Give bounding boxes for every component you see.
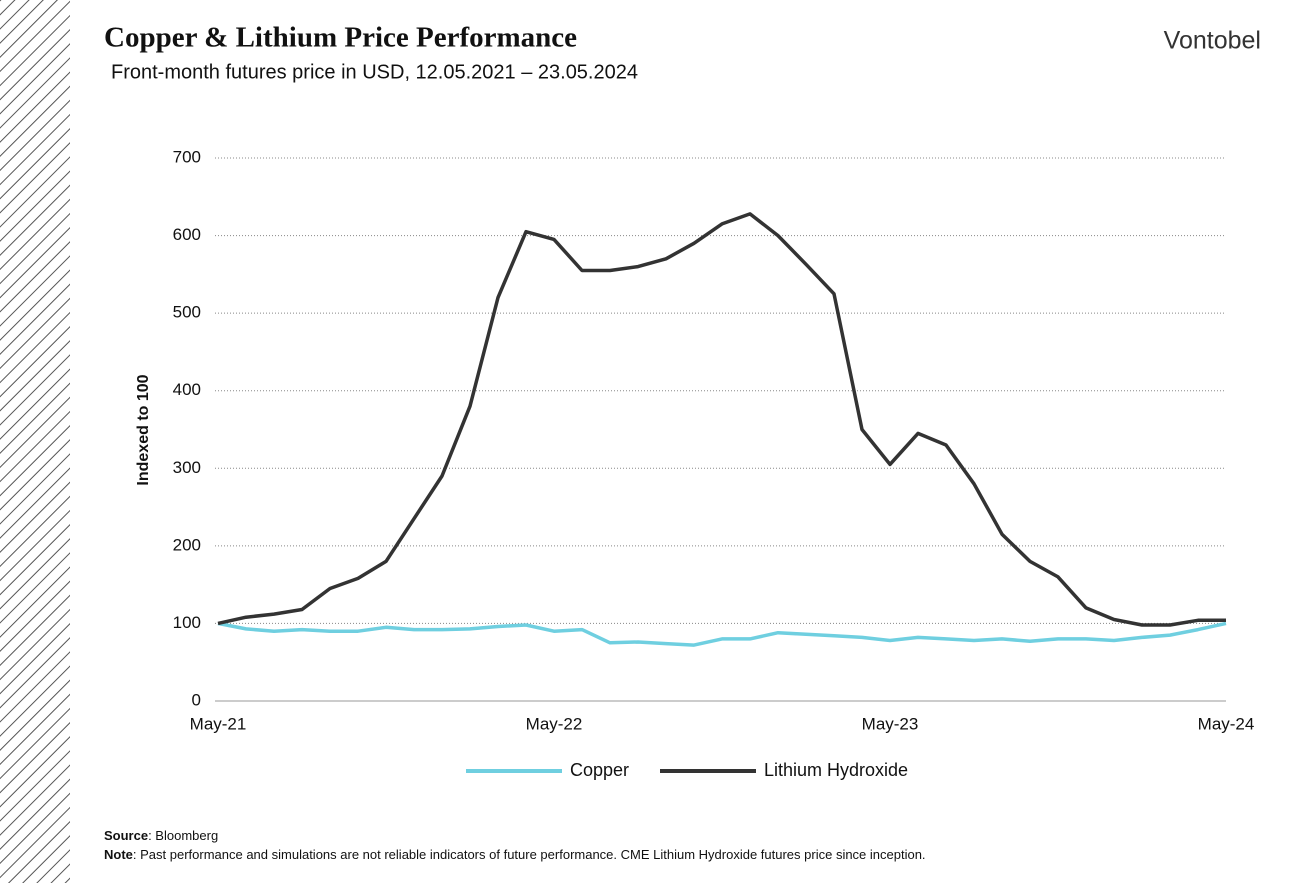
x-tick-label: May-24	[1198, 714, 1255, 733]
x-tick-label: May-23	[862, 714, 919, 733]
y-tick-label: 600	[173, 225, 201, 244]
footnote: Source: Bloomberg	[104, 828, 218, 843]
y-tick-label: 0	[192, 690, 201, 709]
line-series	[217, 212, 1226, 627]
footnote-label: Source	[104, 828, 148, 843]
footnote-text: : Past performance and simulations are n…	[133, 847, 926, 862]
chart-title: Copper & Lithium Price Performance	[104, 22, 577, 54]
line-series	[217, 621, 1227, 647]
y-axis-label: Indexed to 100	[135, 374, 152, 485]
footnote-label: Note	[104, 847, 133, 862]
brand-logo: Vontobel	[1164, 27, 1261, 55]
y-tick-label: 700	[173, 147, 201, 166]
y-tick-label: 300	[173, 458, 201, 477]
hatch-band	[0, 0, 70, 883]
footnote: Note: Past performance and simulations a…	[104, 847, 926, 862]
footnote-text: : Bloomberg	[148, 828, 218, 843]
y-tick-label: 500	[173, 303, 201, 322]
y-tick-label: 200	[173, 535, 201, 554]
x-tick-label: May-22	[526, 714, 583, 733]
chart-subtitle: Front-month futures price in USD, 12.05.…	[111, 61, 638, 83]
x-tick-label: May-21	[190, 714, 247, 733]
y-tick-label: 400	[173, 380, 201, 399]
y-tick-label: 100	[173, 613, 201, 632]
legend-label: Lithium Hydroxide	[764, 760, 908, 780]
legend-label: Copper	[570, 760, 629, 780]
